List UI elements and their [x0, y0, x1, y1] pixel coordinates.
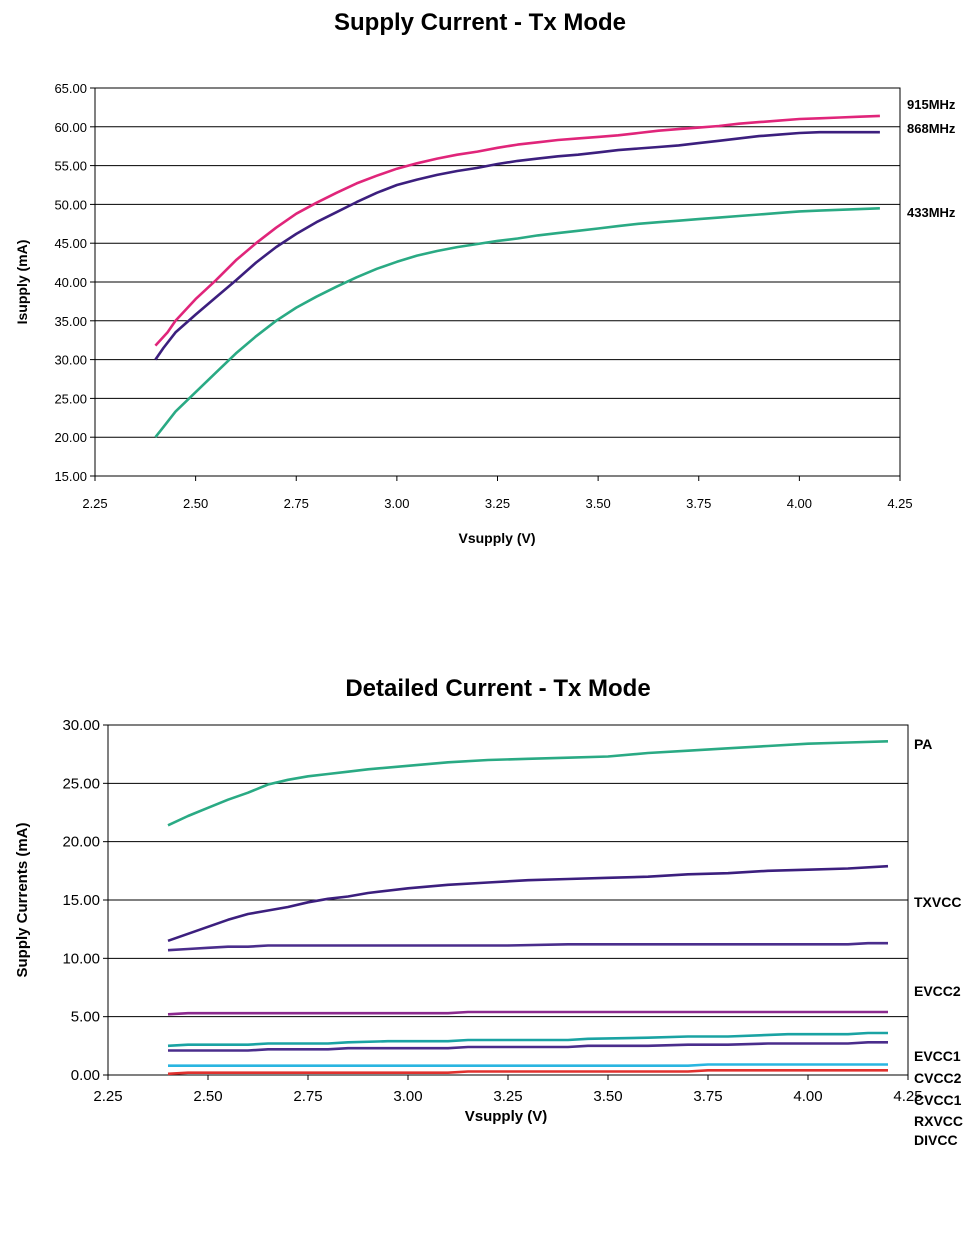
x-tick-label: 3.00: [393, 1088, 422, 1105]
series-line-evcc1: [167, 1010, 888, 1016]
chart1-y-ticks: 15.00 20.00 25.00 30.00 35.00 40.00 45.00 50.00…: [54, 81, 95, 484]
y-tick-label: 40.00: [54, 275, 87, 290]
series-line-txvcc: [167, 864, 889, 943]
chart2-x-axis-label: Vsupply (V): [465, 1108, 548, 1125]
x-tick-label: 4.25: [893, 1088, 922, 1105]
x-tick-label: 4.25: [887, 496, 912, 511]
x-tick-label: 3.75: [693, 1088, 722, 1105]
series-label-evcc1: EVCC1: [914, 1048, 961, 1064]
series-line-pa: [167, 740, 889, 827]
y-tick-label: 25.00: [62, 775, 100, 792]
series-label-rxvcc: RXVCC: [914, 1113, 963, 1129]
x-tick-label: 2.50: [193, 1088, 222, 1105]
y-tick-label: 15.00: [54, 469, 87, 484]
chart2-y-axis-label: Supply Currents (mA): [14, 822, 31, 977]
series-label-915mhz: 915MHz: [907, 97, 956, 112]
series-line-evcc2: [167, 941, 888, 952]
y-tick-label: 0.00: [71, 1067, 100, 1084]
series-label-pa: PA: [914, 736, 932, 752]
series-label-433mhz: 433MHz: [907, 205, 956, 220]
chart-supply-current: Supply Current - Tx Mode 15.00 20.00 25.00…: [14, 9, 956, 546]
x-tick-label: 2.25: [93, 1088, 122, 1105]
x-tick-label: 2.25: [82, 496, 107, 511]
y-tick-label: 30.00: [54, 353, 87, 368]
chart1-series-labels: 915MHz 868MHz 433MHz: [907, 97, 956, 220]
x-tick-label: 2.75: [284, 496, 309, 511]
series-line-divcc: [167, 1069, 888, 1076]
x-tick-label: 3.75: [686, 496, 711, 511]
chart2-series: [167, 740, 889, 1076]
y-tick-label: 65.00: [54, 81, 87, 96]
chart-detailed-current: Detailed Current - Tx Mode 0.00 5.00 10.00…: [14, 675, 963, 1148]
x-tick-label: 4.00: [787, 496, 812, 511]
series-label-txvcc: TXVCC: [914, 894, 961, 910]
series-label-cvcc2: CVCC2: [914, 1070, 962, 1086]
chart1-x-axis-label: Vsupply (V): [458, 530, 535, 546]
y-tick-label: 30.00: [62, 717, 100, 734]
y-tick-label: 50.00: [54, 197, 87, 212]
chart1-series: [154, 114, 880, 439]
series-line-rxvcc: [168, 1063, 888, 1067]
series-label-evcc2: EVCC2: [914, 983, 961, 999]
chart2-series-labels: PA TXVCC EVCC2 EVCC1 CVCC2 CVCC1 RXVCC DIVCC: [914, 736, 963, 1148]
y-tick-label: 45.00: [54, 236, 87, 251]
x-tick-label: 3.50: [585, 496, 610, 511]
y-tick-label: 55.00: [54, 159, 87, 174]
x-tick-label: 2.75: [293, 1088, 322, 1105]
y-tick-label: 35.00: [54, 314, 87, 329]
chart2-gridlines: [108, 724, 908, 1076]
x-tick-label: 3.25: [485, 496, 510, 511]
chart1-gridlines: [95, 87, 900, 477]
y-tick-label: 5.00: [71, 1009, 100, 1026]
series-line-868mhz: [154, 130, 880, 361]
chart2-title: Detailed Current - Tx Mode: [345, 675, 650, 702]
x-tick-label: 2.50: [183, 496, 208, 511]
series-label-divcc: DIVCC: [914, 1132, 958, 1148]
x-tick-label: 3.50: [593, 1088, 622, 1105]
series-line-cvcc2: [167, 1031, 888, 1048]
y-tick-label: 15.00: [62, 892, 100, 909]
x-tick-label: 3.25: [493, 1088, 522, 1105]
chart2-x-ticks: 2.25 2.50 2.75 3.00 3.25 3.50 3.75 4.00 4.25: [93, 1075, 923, 1105]
chart1-title: Supply Current - Tx Mode: [334, 9, 626, 36]
series-line-915mhz: [154, 114, 880, 347]
series-label-868mhz: 868MHz: [907, 121, 956, 136]
y-tick-label: 20.00: [62, 834, 100, 851]
y-tick-label: 10.00: [62, 950, 100, 967]
series-label-cvcc1: CVCC1: [914, 1092, 962, 1108]
x-tick-label: 3.00: [384, 496, 409, 511]
x-tick-label: 4.00: [793, 1088, 822, 1105]
y-tick-label: 20.00: [54, 430, 87, 445]
chart1-y-axis-label: Isupply (mA): [14, 240, 30, 325]
y-tick-label: 25.00: [54, 391, 87, 406]
y-tick-label: 60.00: [54, 120, 87, 135]
chart1-x-ticks: 2.25 2.50 2.75 3.00 3.25 3.50 3.75 4.00 4.25: [82, 476, 913, 511]
series-line-433mhz: [154, 207, 880, 439]
series-line-cvcc1: [168, 1041, 888, 1052]
chart2-y-ticks: 0.00 5.00 10.00 15.00 20.00 25.00 30.00: [62, 717, 108, 1084]
